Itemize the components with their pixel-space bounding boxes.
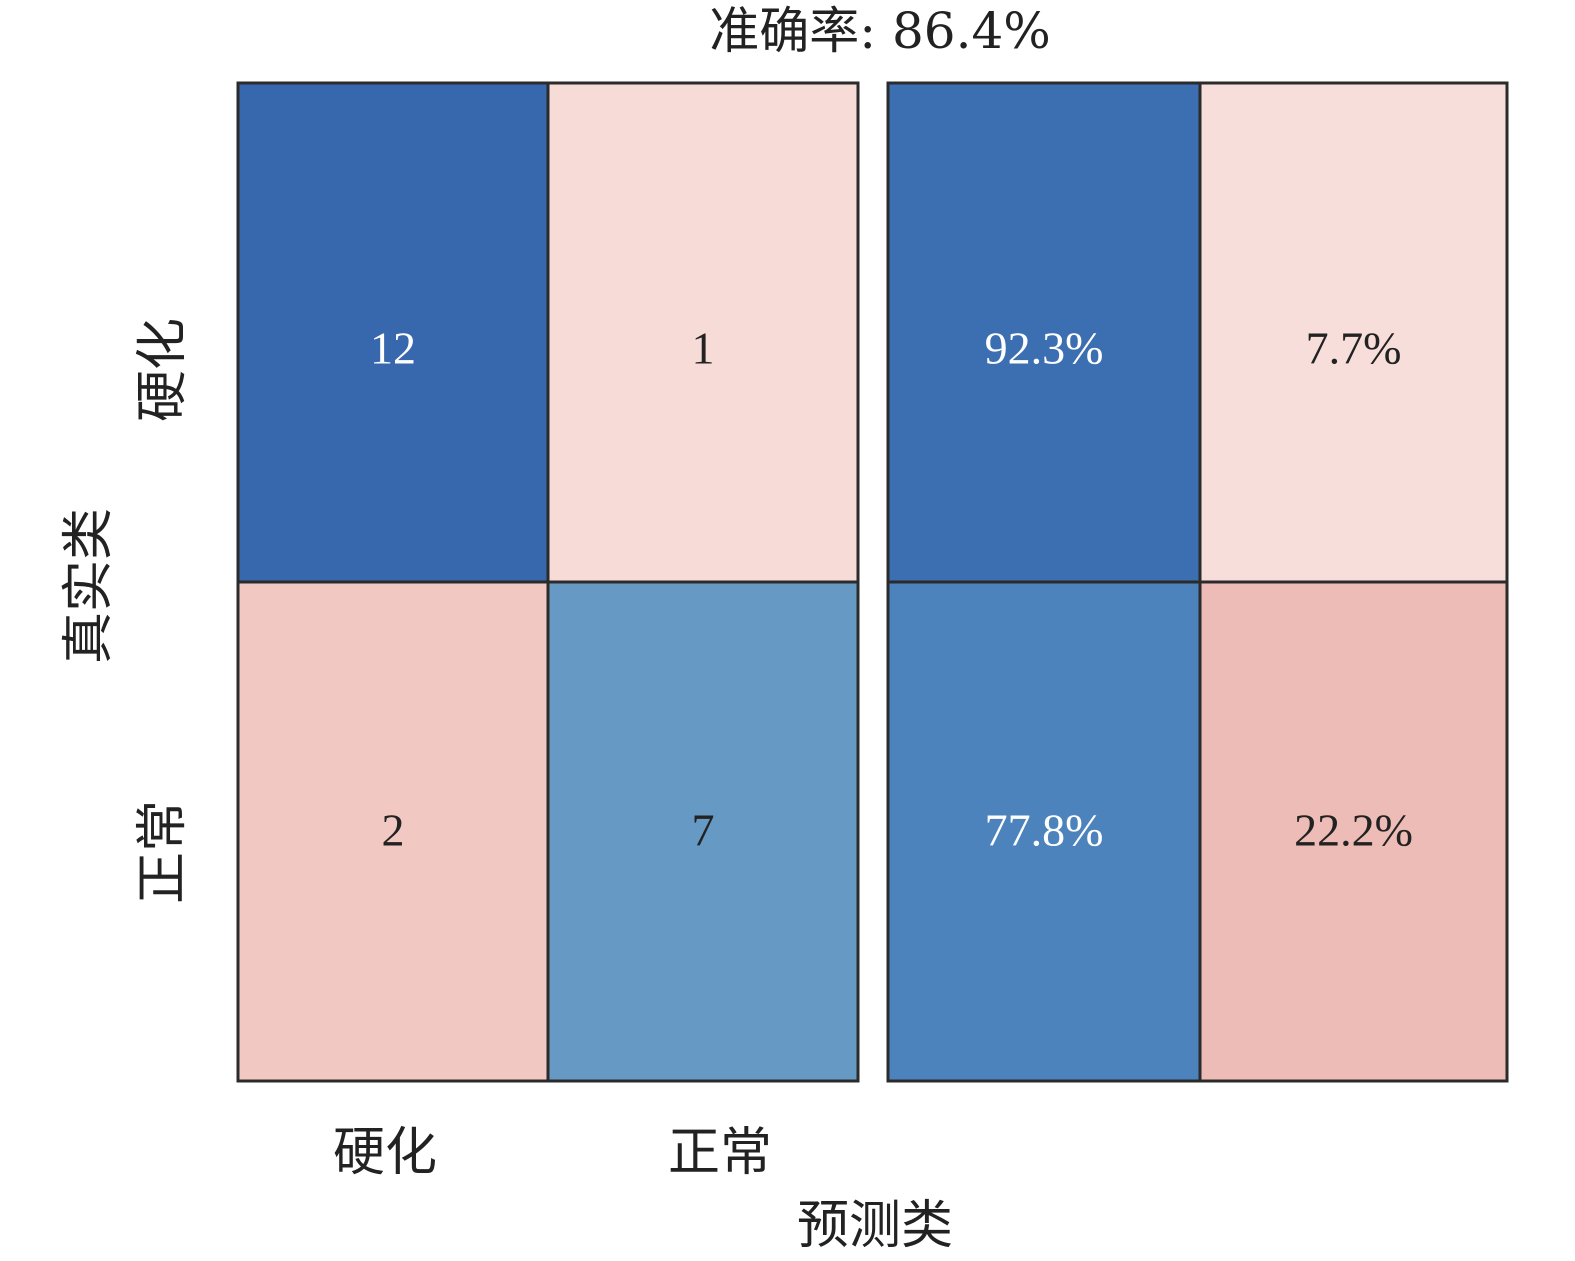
x-tick-label-0: 硬化 bbox=[333, 1123, 437, 1183]
cell-label-counts-r0-c1: 1 bbox=[692, 323, 715, 374]
cell-row-percent-r0-c1 bbox=[1198, 81, 1509, 584]
x-tick-label-1: 正常 bbox=[668, 1123, 772, 1183]
y-tick-labels: 硬化 正常 bbox=[133, 318, 193, 904]
x-tick-labels: 硬化 正常 bbox=[333, 1123, 772, 1183]
cell-row-percent-r0-c0 bbox=[886, 81, 1202, 584]
cell-counts-r1-c1 bbox=[546, 580, 860, 1083]
matrix-row-percent: 92.3% 7.7% 77.8% 22.2% bbox=[886, 81, 1509, 1083]
chart-title: 准确率: 86.4% bbox=[709, 2, 1051, 60]
y-tick-label-0: 硬化 bbox=[133, 318, 193, 422]
matrices-group: 12 12 792.3% 7.7%77.8% 22.2% bbox=[236, 81, 1509, 1083]
cell-label-row-percent-r1-c1: 22.2% bbox=[1294, 805, 1413, 856]
cell-row-percent-r1-c0 bbox=[886, 580, 1202, 1083]
y-tick-label-1: 正常 bbox=[133, 800, 193, 904]
cell-counts-r0-c1 bbox=[546, 81, 860, 584]
y-axis-label: 真实类 bbox=[59, 508, 119, 664]
cell-label-counts-r1-c0: 2 bbox=[382, 805, 405, 856]
cell-label-row-percent-r0-c1: 7.7% bbox=[1306, 323, 1402, 374]
cell-counts-r1-c0 bbox=[236, 580, 550, 1083]
cell-label-row-percent-r1-c0: 77.8% bbox=[985, 805, 1104, 856]
cell-label-row-percent-r0-c0: 92.3% bbox=[985, 323, 1104, 374]
cell-row-percent-r1-c1 bbox=[1198, 580, 1509, 1083]
x-axis-label: 预测类 bbox=[797, 1196, 953, 1256]
cell-label-counts-r1-c1: 7 bbox=[692, 805, 715, 856]
matrix-counts: 12 12 7 bbox=[236, 81, 860, 1083]
cell-label-counts-r0-c0: 12 bbox=[370, 323, 416, 374]
cell-counts-r0-c0 bbox=[236, 81, 550, 584]
